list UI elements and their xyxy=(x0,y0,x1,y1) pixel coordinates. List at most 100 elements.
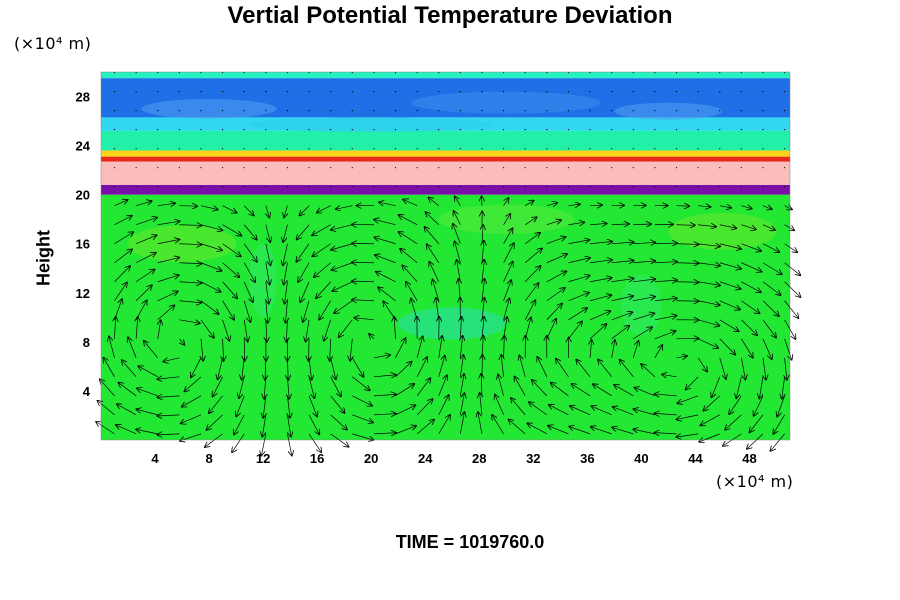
vector-dot xyxy=(654,186,656,188)
vector-dot xyxy=(546,110,548,112)
vector-arrow xyxy=(308,433,321,452)
vector-dot xyxy=(221,186,224,188)
vector-arrow xyxy=(611,279,634,282)
vector-dot xyxy=(524,186,526,188)
vector-arrow xyxy=(332,262,353,270)
vector-dot xyxy=(481,167,483,169)
vector-arrow xyxy=(546,220,561,226)
vector-arrow xyxy=(460,336,462,358)
vector-arrow xyxy=(200,205,218,210)
vector-arrow xyxy=(589,311,610,321)
vector-arrow xyxy=(136,429,158,435)
vector-dot xyxy=(113,72,116,74)
vector-arrow xyxy=(157,434,180,435)
vector-arrow xyxy=(454,211,461,225)
vector-dot xyxy=(567,129,570,131)
vector-arrow xyxy=(478,412,483,434)
vector-dot xyxy=(243,110,245,112)
vector-arrow xyxy=(482,298,484,320)
vector-dot xyxy=(524,110,526,112)
vector-dot xyxy=(632,167,634,169)
vector-arrow xyxy=(336,206,353,209)
vector-arrow xyxy=(590,260,612,263)
vector-arrow xyxy=(339,319,353,337)
vector-dot xyxy=(719,186,721,188)
vector-dot xyxy=(394,167,397,169)
vector-dot xyxy=(394,91,397,93)
vector-dot xyxy=(351,91,353,93)
vector-dot xyxy=(783,148,786,150)
vector-dot xyxy=(524,72,526,74)
vector-arrow xyxy=(135,300,147,320)
vector-dot xyxy=(611,167,613,169)
vector-dot xyxy=(135,72,137,74)
vector-dot xyxy=(589,148,591,150)
vector-arrow xyxy=(117,404,137,416)
vector-arrow xyxy=(135,285,152,302)
vector-arrow xyxy=(114,266,130,283)
vector-arrow xyxy=(568,308,587,321)
vector-arrow xyxy=(157,221,180,226)
vector-dot xyxy=(567,167,570,169)
vector-dot xyxy=(762,167,764,169)
vector-arrow xyxy=(762,224,775,230)
vector-arrow xyxy=(373,375,396,377)
vector-arrow xyxy=(503,228,513,244)
vector-arrow xyxy=(265,224,270,242)
vector-dot xyxy=(481,129,483,131)
vector-dot xyxy=(654,148,656,150)
vector-arrow xyxy=(546,271,566,283)
vector-arrow xyxy=(243,300,250,322)
vector-arrow xyxy=(375,255,396,264)
vector-arrow xyxy=(568,276,589,283)
vector-arrow xyxy=(200,319,214,338)
vector-dot xyxy=(546,186,548,188)
vector-arrow xyxy=(455,196,461,206)
vector-arrow xyxy=(572,384,591,397)
vector-arrow xyxy=(324,319,331,341)
vector-arrow xyxy=(741,300,759,314)
vector-dot xyxy=(221,167,224,169)
x-tick-label: 44 xyxy=(688,451,703,466)
vector-arrow xyxy=(330,338,331,361)
vector-dot xyxy=(675,91,678,93)
vector-dot xyxy=(719,167,721,169)
vector-dot xyxy=(611,129,613,131)
vector-dot xyxy=(157,186,159,188)
vector-arrow xyxy=(369,334,374,339)
vector-arrow xyxy=(317,205,331,213)
vector-arrow xyxy=(784,300,799,318)
vector-dot xyxy=(654,129,656,131)
y-axis-unit-label: (×10⁴ m) xyxy=(14,34,92,53)
vector-arrow xyxy=(568,321,581,340)
vector-arrow xyxy=(568,293,588,302)
vector-arrow xyxy=(482,336,483,358)
vector-arrow xyxy=(503,243,514,263)
vector-arrow xyxy=(589,295,611,302)
vector-arrow xyxy=(265,262,270,285)
vector-arrow xyxy=(438,395,449,416)
vector-dot xyxy=(308,129,310,131)
vector-arrow xyxy=(460,393,464,415)
vector-dot xyxy=(502,72,505,74)
vector-arrow xyxy=(411,299,418,320)
vector-arrow xyxy=(501,355,503,377)
vector-arrow xyxy=(350,338,352,361)
vector-dot xyxy=(675,110,678,112)
vector-arrow xyxy=(654,298,677,301)
vector-arrow xyxy=(719,206,731,208)
vector-arrow xyxy=(234,414,245,434)
vector-arrow xyxy=(179,263,201,264)
x-tick-label: 32 xyxy=(526,451,540,466)
vector-arrow xyxy=(762,300,779,316)
texture-blob-1 xyxy=(411,91,601,114)
vector-dot xyxy=(113,91,116,93)
vector-dot xyxy=(762,148,764,150)
vector-arrow xyxy=(784,281,801,297)
vector-dot xyxy=(113,148,116,150)
vector-arrow xyxy=(719,262,741,269)
vector-arrow xyxy=(677,414,699,420)
band-8 xyxy=(101,72,790,79)
vector-dot xyxy=(113,186,116,188)
vector-dot xyxy=(438,110,440,112)
